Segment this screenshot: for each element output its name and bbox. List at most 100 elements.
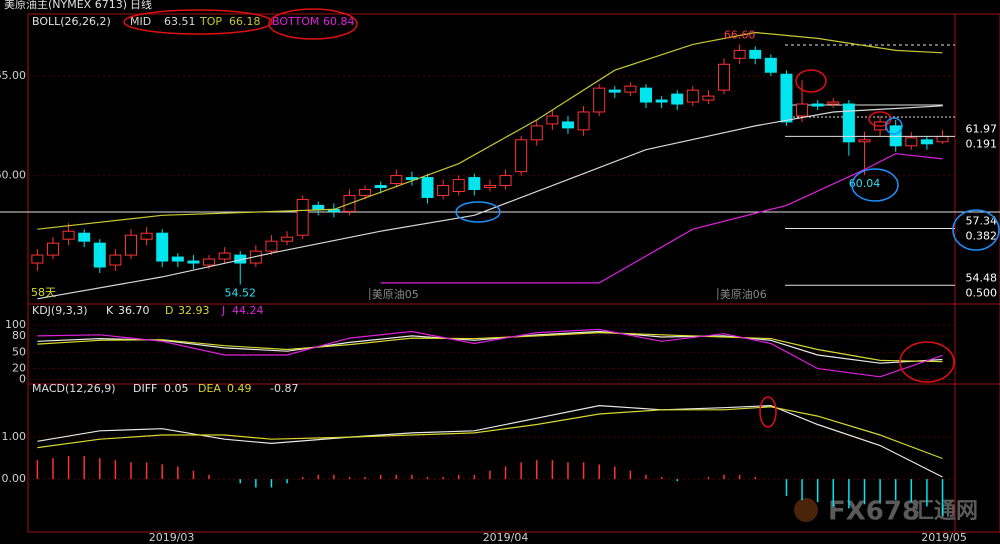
indicator-line	[37, 406, 943, 460]
legend-value: 32.93	[178, 304, 210, 317]
candle-body	[546, 115, 559, 125]
period: 日线	[130, 0, 152, 11]
candle-body	[187, 260, 200, 264]
indicator-name: KDJ(9,3,3)	[32, 304, 88, 317]
candle-body	[718, 63, 731, 91]
candle-body	[390, 175, 403, 185]
candle-body	[140, 232, 153, 240]
y-tick-label: 50	[12, 345, 26, 358]
y-tick-label: 0.00	[2, 472, 27, 485]
candle-body	[593, 87, 606, 113]
candle-body	[483, 185, 496, 189]
fib-ratio: 0.191	[966, 137, 998, 150]
candle-body	[31, 254, 44, 264]
legend-value: 0.05	[164, 382, 189, 395]
candle-body	[561, 121, 574, 129]
fib-price: 54.48	[966, 271, 998, 284]
y-tick-label: 65.00	[0, 69, 26, 82]
candle-body	[858, 139, 871, 143]
candle-body	[702, 95, 715, 101]
legend-name: DIFF	[133, 382, 157, 395]
fib-ratio: 0.382	[966, 229, 998, 242]
fib-ratio: 0.500	[966, 286, 998, 299]
legend-name: TOP	[199, 15, 222, 28]
extreme-label: 54.52	[224, 286, 256, 299]
candle-body	[764, 57, 777, 73]
candle-body	[78, 232, 91, 242]
candle-body	[109, 254, 122, 266]
indicator-line	[37, 31, 943, 230]
candle-body	[655, 99, 668, 103]
legend-value: 63.51	[164, 15, 196, 28]
watermark-name: 汇通网	[912, 499, 978, 524]
candle-body	[671, 93, 684, 105]
indicator-line	[37, 328, 943, 378]
annotation-ellipse	[899, 341, 955, 383]
candle-body	[281, 236, 294, 242]
annotation-ellipse	[795, 69, 827, 93]
annotation-ellipse	[455, 201, 501, 223]
candle-body	[499, 175, 512, 187]
y-tick-label: 80	[12, 329, 26, 342]
candle-body	[686, 89, 699, 103]
y-tick-label: 1.00	[2, 430, 27, 443]
indicator-line	[380, 153, 943, 284]
indicator-line	[37, 331, 943, 363]
candle-body	[374, 185, 387, 189]
candle-body	[156, 232, 169, 262]
candle-body	[811, 103, 824, 107]
legend-name: D	[165, 304, 173, 317]
indicator-name: BOLL(26,26,2)	[32, 15, 111, 28]
y-tick-label: 100	[5, 318, 26, 331]
x-tick-label: 2019/05	[921, 531, 967, 544]
symbol-title: 美原油主(NYMEX 6713)	[4, 0, 127, 11]
annotation-ellipse	[268, 8, 358, 40]
fib-price: 61.97	[966, 122, 998, 135]
candle-body	[125, 234, 137, 256]
indicator-line	[37, 404, 943, 478]
legend-value: -0.87	[270, 382, 298, 395]
y-tick-label: 60.00	[0, 169, 26, 182]
candle-body	[468, 177, 481, 190]
candle-body	[171, 256, 184, 262]
candle-body	[452, 179, 465, 192]
watermark-logo	[794, 498, 818, 522]
watermark-brand: FX678	[828, 497, 920, 527]
x-tick-label: 2019/03	[149, 531, 195, 544]
day-count: 58天	[31, 286, 56, 299]
legend-name: BOTTOM	[272, 15, 319, 28]
candle-body	[421, 177, 434, 198]
legend-value: 66.18	[229, 15, 261, 28]
candle-body	[920, 139, 933, 145]
macd-panel-frame	[27, 383, 1000, 533]
candle-body	[437, 185, 450, 196]
extreme-label: 60.04	[849, 177, 881, 190]
candle-body	[203, 258, 216, 266]
annotation-ellipse	[759, 396, 777, 428]
fib-price: 57.34	[966, 214, 998, 227]
candle-body	[265, 240, 278, 252]
candle-body	[530, 125, 543, 141]
legend-value: 44.24	[232, 304, 264, 317]
candle-body	[359, 188, 372, 196]
candle-body	[62, 230, 75, 240]
candle-body	[905, 137, 918, 147]
legend-name: MID	[130, 15, 151, 28]
extreme-label: 66.60	[724, 28, 756, 41]
candle-body	[749, 49, 762, 59]
y-tick-label: 20	[12, 362, 26, 375]
annotation-ellipse	[123, 9, 273, 35]
candle-body	[640, 87, 652, 103]
annotation-ellipse	[885, 117, 903, 135]
candle-body	[312, 204, 325, 210]
candle-body	[515, 139, 528, 173]
annotation-ellipse	[851, 168, 899, 202]
indicator-line	[37, 105, 943, 300]
x-tick-label: 2019/04	[483, 531, 529, 544]
candle-body	[889, 125, 902, 147]
legend-value: 0.49	[227, 382, 252, 395]
annotation-ellipse	[952, 209, 1000, 251]
candle-body	[842, 103, 855, 143]
